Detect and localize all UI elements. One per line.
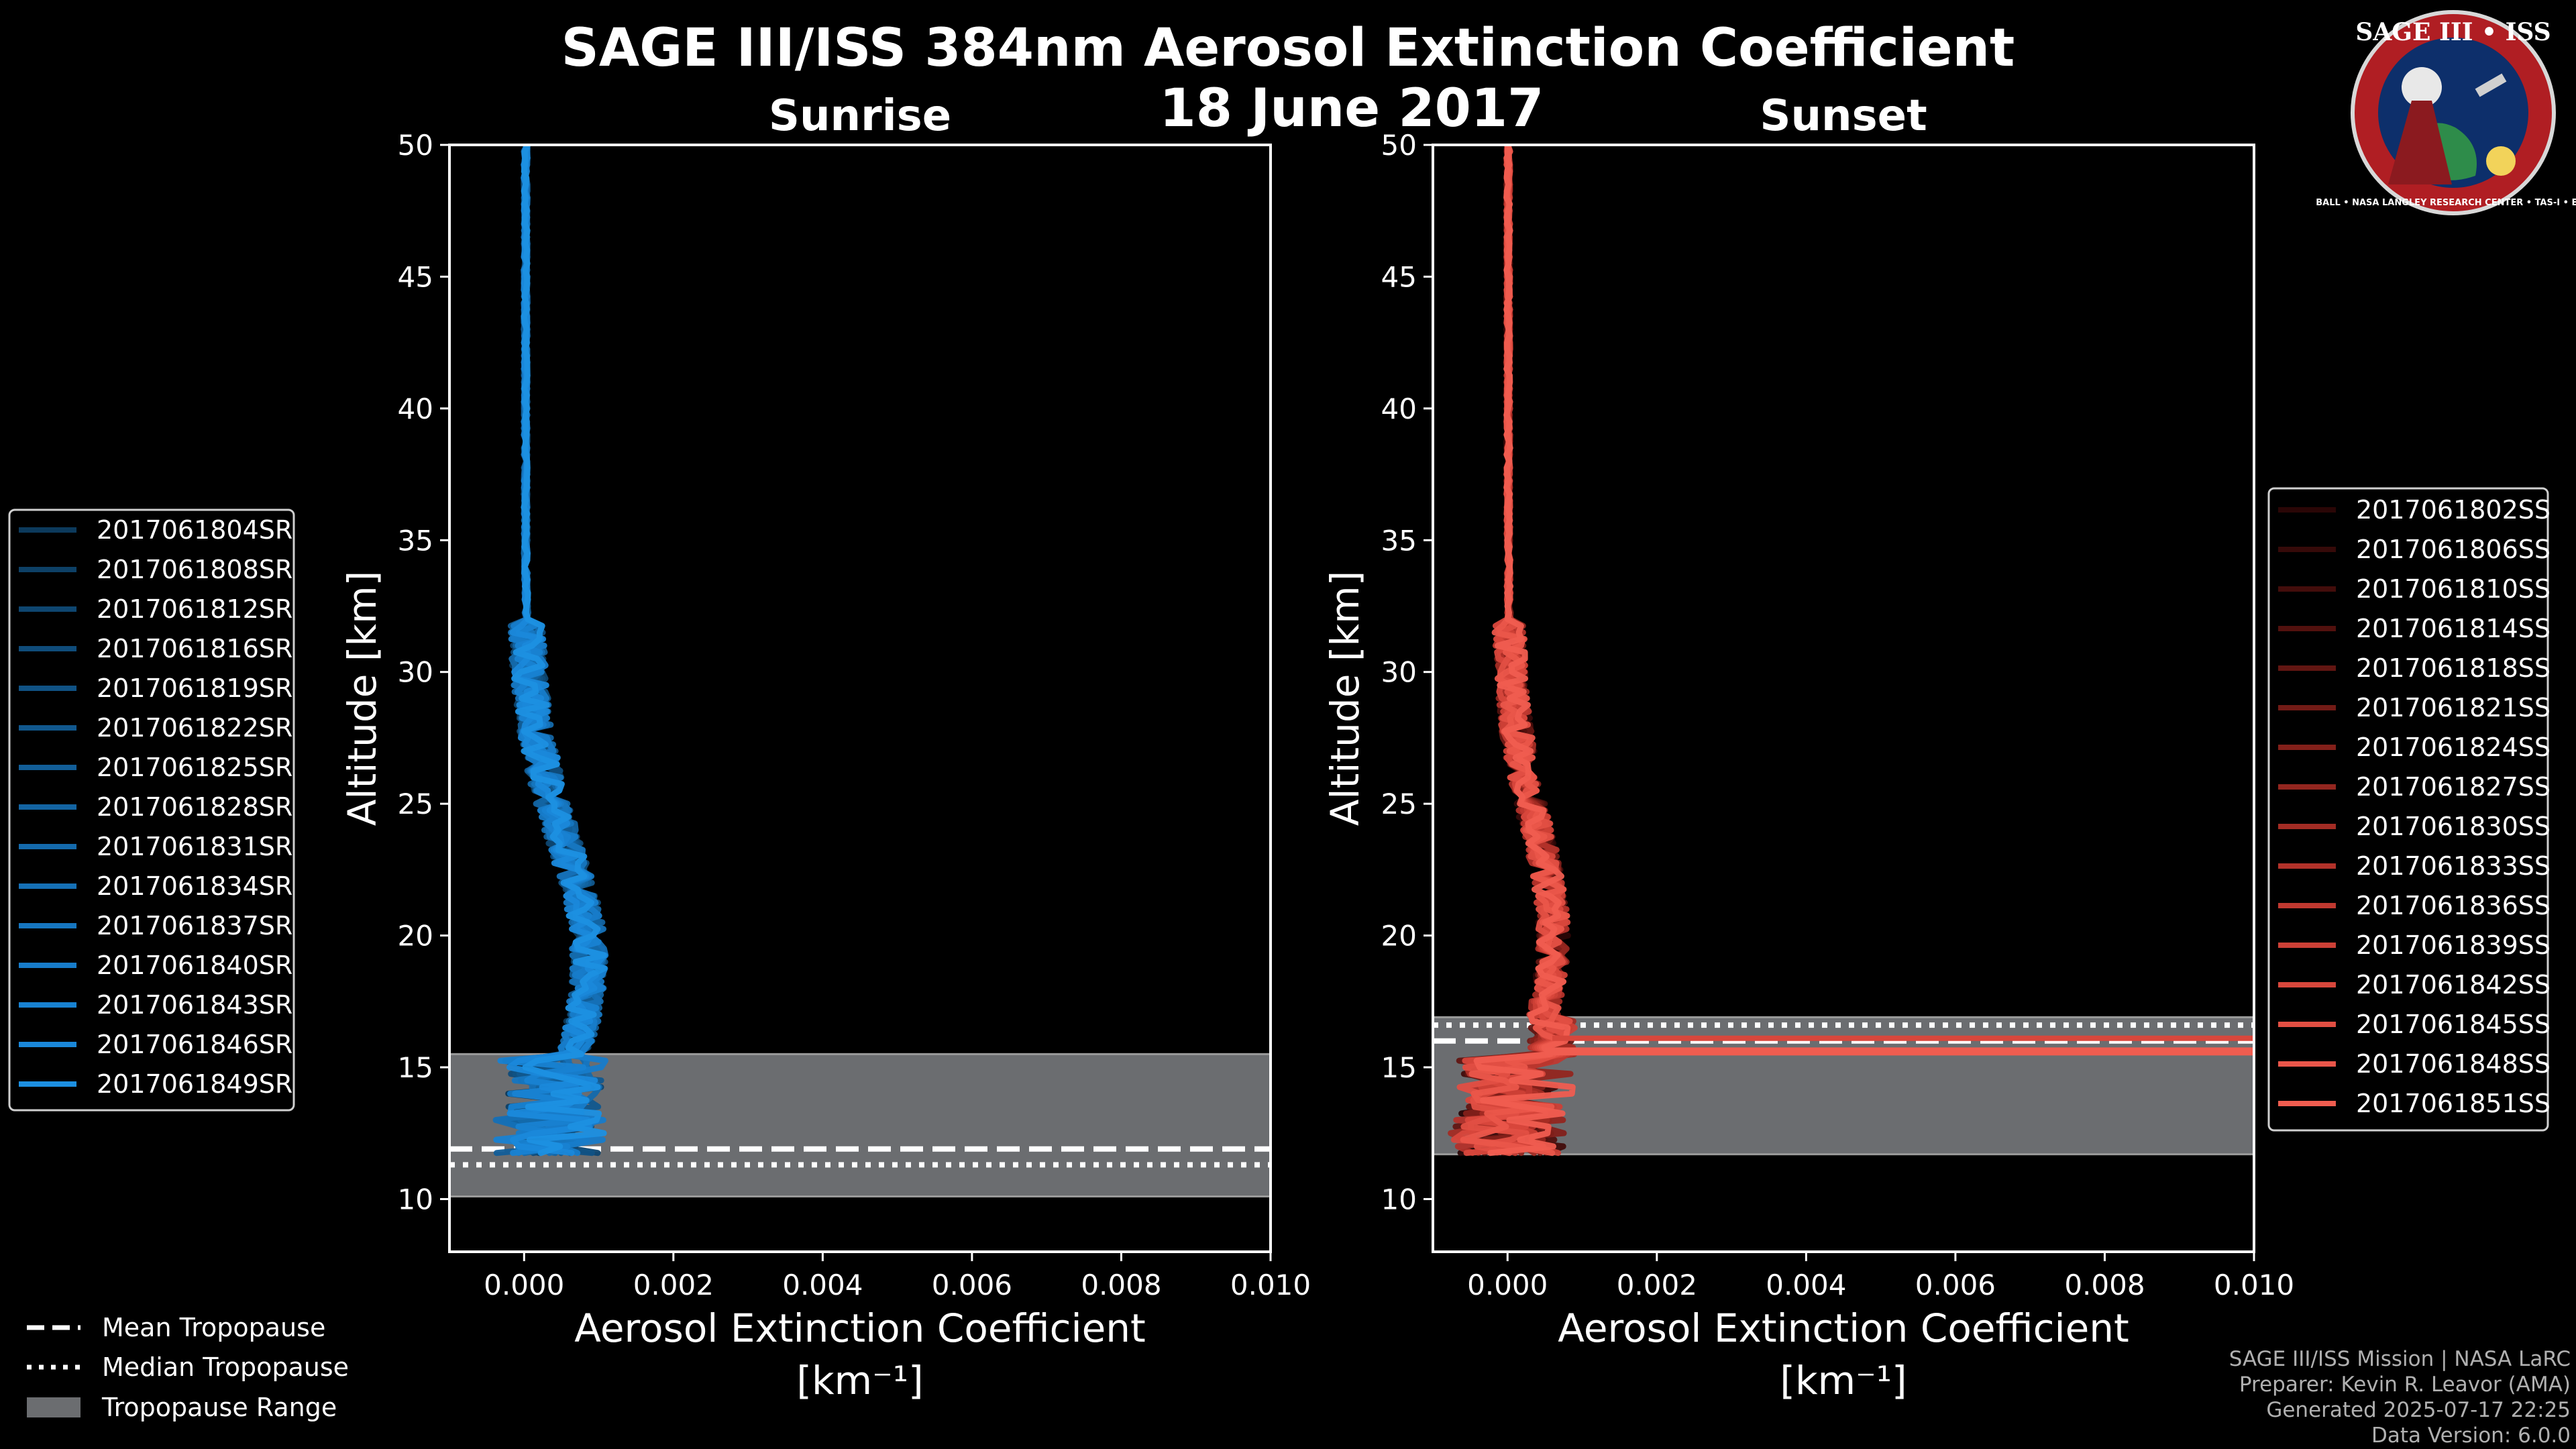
sunset-ytick-label: 30	[1381, 656, 1417, 689]
sunset-ytick-label: 20	[1381, 920, 1417, 953]
sunset-legend-label: 2017061842SS	[2356, 970, 2551, 1000]
sunset-legend-label: 2017061827SS	[2356, 772, 2551, 802]
sunset-ylabel: Altitude [km]	[1322, 571, 1368, 826]
sunset-subtitle: Sunset	[1760, 91, 1927, 141]
sunset-ytick-label: 35	[1381, 524, 1417, 557]
sunrise-legend-label: 2017061825SR	[97, 753, 292, 782]
sunset-legend-label: 2017061818SS	[2356, 653, 2551, 683]
sunset-xtick-label: 0.006	[1915, 1269, 1996, 1301]
tropopause-range-swatch	[27, 1397, 80, 1417]
sunrise-legend-label: 2017061804SR	[97, 515, 292, 545]
sunset-legend-label: 2017061845SS	[2356, 1010, 2551, 1039]
sunset-ytick-label: 50	[1381, 129, 1417, 162]
credit-generated: Generated 2025-07-17 22:25	[2266, 1398, 2571, 1422]
sunset-legend-label: 2017061848SS	[2356, 1049, 2551, 1079]
sunset-xlabel-units: [km⁻¹]	[1780, 1358, 1907, 1403]
sunrise-ytick-label: 50	[398, 129, 433, 162]
tropopause-range-label: Tropopause Range	[101, 1393, 337, 1422]
logo-station	[2475, 73, 2507, 97]
sunset-legend: 2017061802SS 2017061806SS 2017061810SS 2017…	[2267, 487, 2551, 1132]
sunset-axes-frame	[1432, 144, 2255, 1253]
sunset-legend-label: 2017061821SS	[2356, 693, 2551, 722]
sunrise-legend: 2017061804SR 2017061808SR 2017061812SR 2017…	[8, 508, 295, 1112]
sunset-xtick-label: 0.004	[1766, 1269, 1846, 1301]
sunrise-ytick-label: 35	[398, 524, 433, 557]
sunrise-xtick-label: 0.008	[1081, 1269, 1161, 1301]
credits: SAGE III/ISS Mission | NASA LaRC Prepare…	[2229, 1347, 2571, 1448]
sunrise-legend-label: 2017061846SR	[97, 1030, 292, 1059]
sunrise-xtick-label: 0.004	[782, 1269, 863, 1301]
sunrise-legend-label: 2017061819SR	[97, 674, 292, 703]
sunrise-ytick-label: 10	[398, 1183, 433, 1216]
sunset-legend-label: 2017061824SS	[2356, 733, 2551, 762]
sunrise-legend-label: 2017061816SR	[97, 634, 292, 663]
sunset-ytick-label: 40	[1381, 392, 1417, 425]
logo-title: SAGE III • ISS	[2355, 18, 2551, 46]
sunrise-legend-label: 2017061808SR	[97, 555, 292, 584]
sunrise-legend-label: 2017061834SR	[97, 871, 292, 901]
logo-ring-text: BALL • NASA LANGLEY RESEARCH CENTER • TA…	[2316, 198, 2576, 208]
sunset-ytick-label: 25	[1381, 788, 1417, 820]
sunrise-ytick-label: 15	[398, 1051, 433, 1084]
sunrise-xtick-label: 0.002	[633, 1269, 714, 1301]
sage-iss-logo: SAGE III • ISS BALL • NASA LANGLEY RESEA…	[2316, 10, 2576, 215]
sunset-ytick-label: 45	[1381, 260, 1417, 293]
figure-title-line1: SAGE III/ISS 384nm Aerosol Extinction Co…	[561, 18, 2015, 78]
sunrise-legend-label: 2017061849SR	[97, 1069, 292, 1099]
sunrise-ytick-label: 45	[398, 260, 433, 293]
sunset-legend-label: 2017061833SS	[2356, 851, 2551, 881]
sunrise-subtitle: Sunrise	[769, 91, 951, 141]
sunset-legend-label: 2017061836SS	[2356, 891, 2551, 920]
sunset-legend-label: 2017061806SS	[2356, 535, 2551, 564]
sunset-xlabel: Aerosol Extinction Coefficient	[1558, 1305, 2129, 1351]
mean-tropopause-label: Mean Tropopause	[102, 1313, 325, 1342]
sunset-xtick-label: 0.000	[1467, 1269, 1548, 1301]
sunrise-xtick-label: 0.010	[1230, 1269, 1311, 1301]
sunrise-xlabel-units: [km⁻¹]	[796, 1358, 923, 1403]
logo-figure-robe	[2388, 101, 2452, 184]
sunrise-legend-frame	[8, 508, 295, 1112]
sunset-legend-label: 2017061839SS	[2356, 930, 2551, 960]
sunrise-panel: 0.000 0.002 0.004 0.006 0.008 0.010 10 15 20 25 30…	[339, 91, 1311, 1403]
sunrise-xlabel: Aerosol Extinction Coefficient	[574, 1305, 1146, 1351]
sunset-xtick-label: 0.010	[2214, 1269, 2294, 1301]
sunrise-legend-label: 2017061812SR	[97, 594, 292, 624]
sunrise-ytick-label: 40	[398, 392, 433, 425]
sunrise-ytick-label: 30	[398, 656, 433, 689]
sunset-legend-label: 2017061802SS	[2356, 495, 2551, 525]
sunset-ytick-label: 15	[1381, 1051, 1417, 1084]
logo-sun	[2486, 146, 2516, 176]
sunrise-ylabel: Altitude [km]	[339, 571, 385, 826]
sunrise-ytick-label: 20	[398, 920, 433, 953]
sunset-ytick-label: 10	[1381, 1183, 1417, 1216]
sunrise-legend-label: 2017061837SR	[97, 911, 292, 941]
sunset-profile-2017061851SS	[1473, 145, 1576, 1157]
credit-mission: SAGE III/ISS Mission | NASA LaRC	[2229, 1347, 2571, 1371]
sunset-legend-label: 2017061830SS	[2356, 812, 2551, 841]
figure-title-line2: 18 June 2017	[1160, 78, 1544, 139]
sunrise-xtick-label: 0.000	[484, 1269, 564, 1301]
sunrise-ytick-label: 25	[398, 788, 433, 820]
sunset-xtick-label: 0.008	[2064, 1269, 2145, 1301]
sunrise-legend-label: 2017061828SR	[97, 792, 292, 822]
sunrise-legend-label: 2017061831SR	[97, 832, 292, 861]
sunrise-profile-2017061849SR	[511, 145, 608, 1157]
credit-data-version: Data Version: 6.0.0	[2371, 1424, 2571, 1448]
sunrise-legend-label: 2017061822SR	[97, 713, 292, 743]
tropopause-legend: Mean Tropopause Median Tropopause Tropop…	[27, 1313, 349, 1422]
sunrise-legend-label: 2017061840SR	[97, 951, 292, 980]
sunset-xtick-label: 0.002	[1617, 1269, 1697, 1301]
sunset-panel: 0.000 0.002 0.004 0.006 0.008 0.010 10 15 20 25 30…	[1322, 91, 2294, 1403]
sunset-legend-label: 2017061810SS	[2356, 574, 2551, 604]
sunrise-legend-label: 2017061843SR	[97, 990, 292, 1020]
median-tropopause-label: Median Tropopause	[102, 1352, 349, 1382]
sunset-legend-label: 2017061814SS	[2356, 614, 2551, 643]
sunset-legend-label: 2017061851SS	[2356, 1089, 2551, 1118]
sunset-legend-frame	[2267, 487, 2549, 1132]
credit-preparer: Preparer: Kevin R. Leavor (AMA)	[2239, 1373, 2571, 1397]
sunrise-xtick-label: 0.006	[932, 1269, 1012, 1301]
sunrise-axes-frame	[448, 144, 1272, 1253]
logo-figure-head	[2402, 67, 2442, 107]
